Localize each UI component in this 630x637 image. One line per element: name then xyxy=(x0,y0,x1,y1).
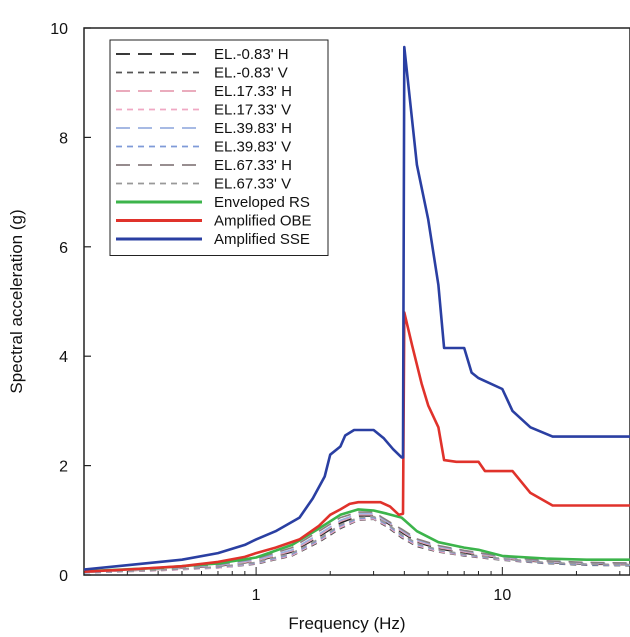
x-tick-label: 1 xyxy=(252,587,261,604)
series-line-6 xyxy=(83,516,630,574)
legend-label: EL.17.33' H xyxy=(214,83,292,100)
legend-label: EL.67.33' H xyxy=(214,157,292,174)
y-tick-label: 8 xyxy=(59,130,68,147)
y-tick-label: 4 xyxy=(59,349,68,366)
series-line-11 xyxy=(83,45,630,571)
series-layer xyxy=(83,45,630,574)
series-line-10 xyxy=(83,311,630,573)
legend-label: EL.-0.83' H xyxy=(214,46,289,63)
ticks-layer: 0 2 4 6 8 10 1 10 xyxy=(50,21,621,604)
y-tick-label: 0 xyxy=(59,568,68,585)
series-line-4 xyxy=(83,517,630,574)
legend-label: EL.17.33' V xyxy=(214,102,291,119)
y-axis-label: Spectral acceleration (g) xyxy=(7,209,26,393)
x-axis-label: Frequency (Hz) xyxy=(288,614,405,633)
legend-label: Amplified OBE xyxy=(214,213,312,230)
legend-label: EL.39.83' H xyxy=(214,120,292,137)
legend-label: EL.67.33' V xyxy=(214,176,291,193)
legend-label: Amplified SSE xyxy=(214,231,310,248)
legend: EL.-0.83' H EL.-0.83' VEL.17.33' H EL.17.3… xyxy=(109,39,329,256)
y-tick-label: 6 xyxy=(59,240,68,257)
y-tick-label: 10 xyxy=(50,21,68,38)
series-line-9 xyxy=(83,508,630,573)
legend-label: EL.39.83' V xyxy=(214,139,291,156)
plot-frame xyxy=(83,27,630,576)
y-tick-label: 2 xyxy=(59,459,68,476)
x-tick-label: 10 xyxy=(493,587,511,604)
series-line-2 xyxy=(83,518,630,574)
series-line-8 xyxy=(83,515,630,574)
legend-label: Enveloped RS xyxy=(214,194,310,211)
legend-label: EL.-0.83' V xyxy=(214,65,288,82)
